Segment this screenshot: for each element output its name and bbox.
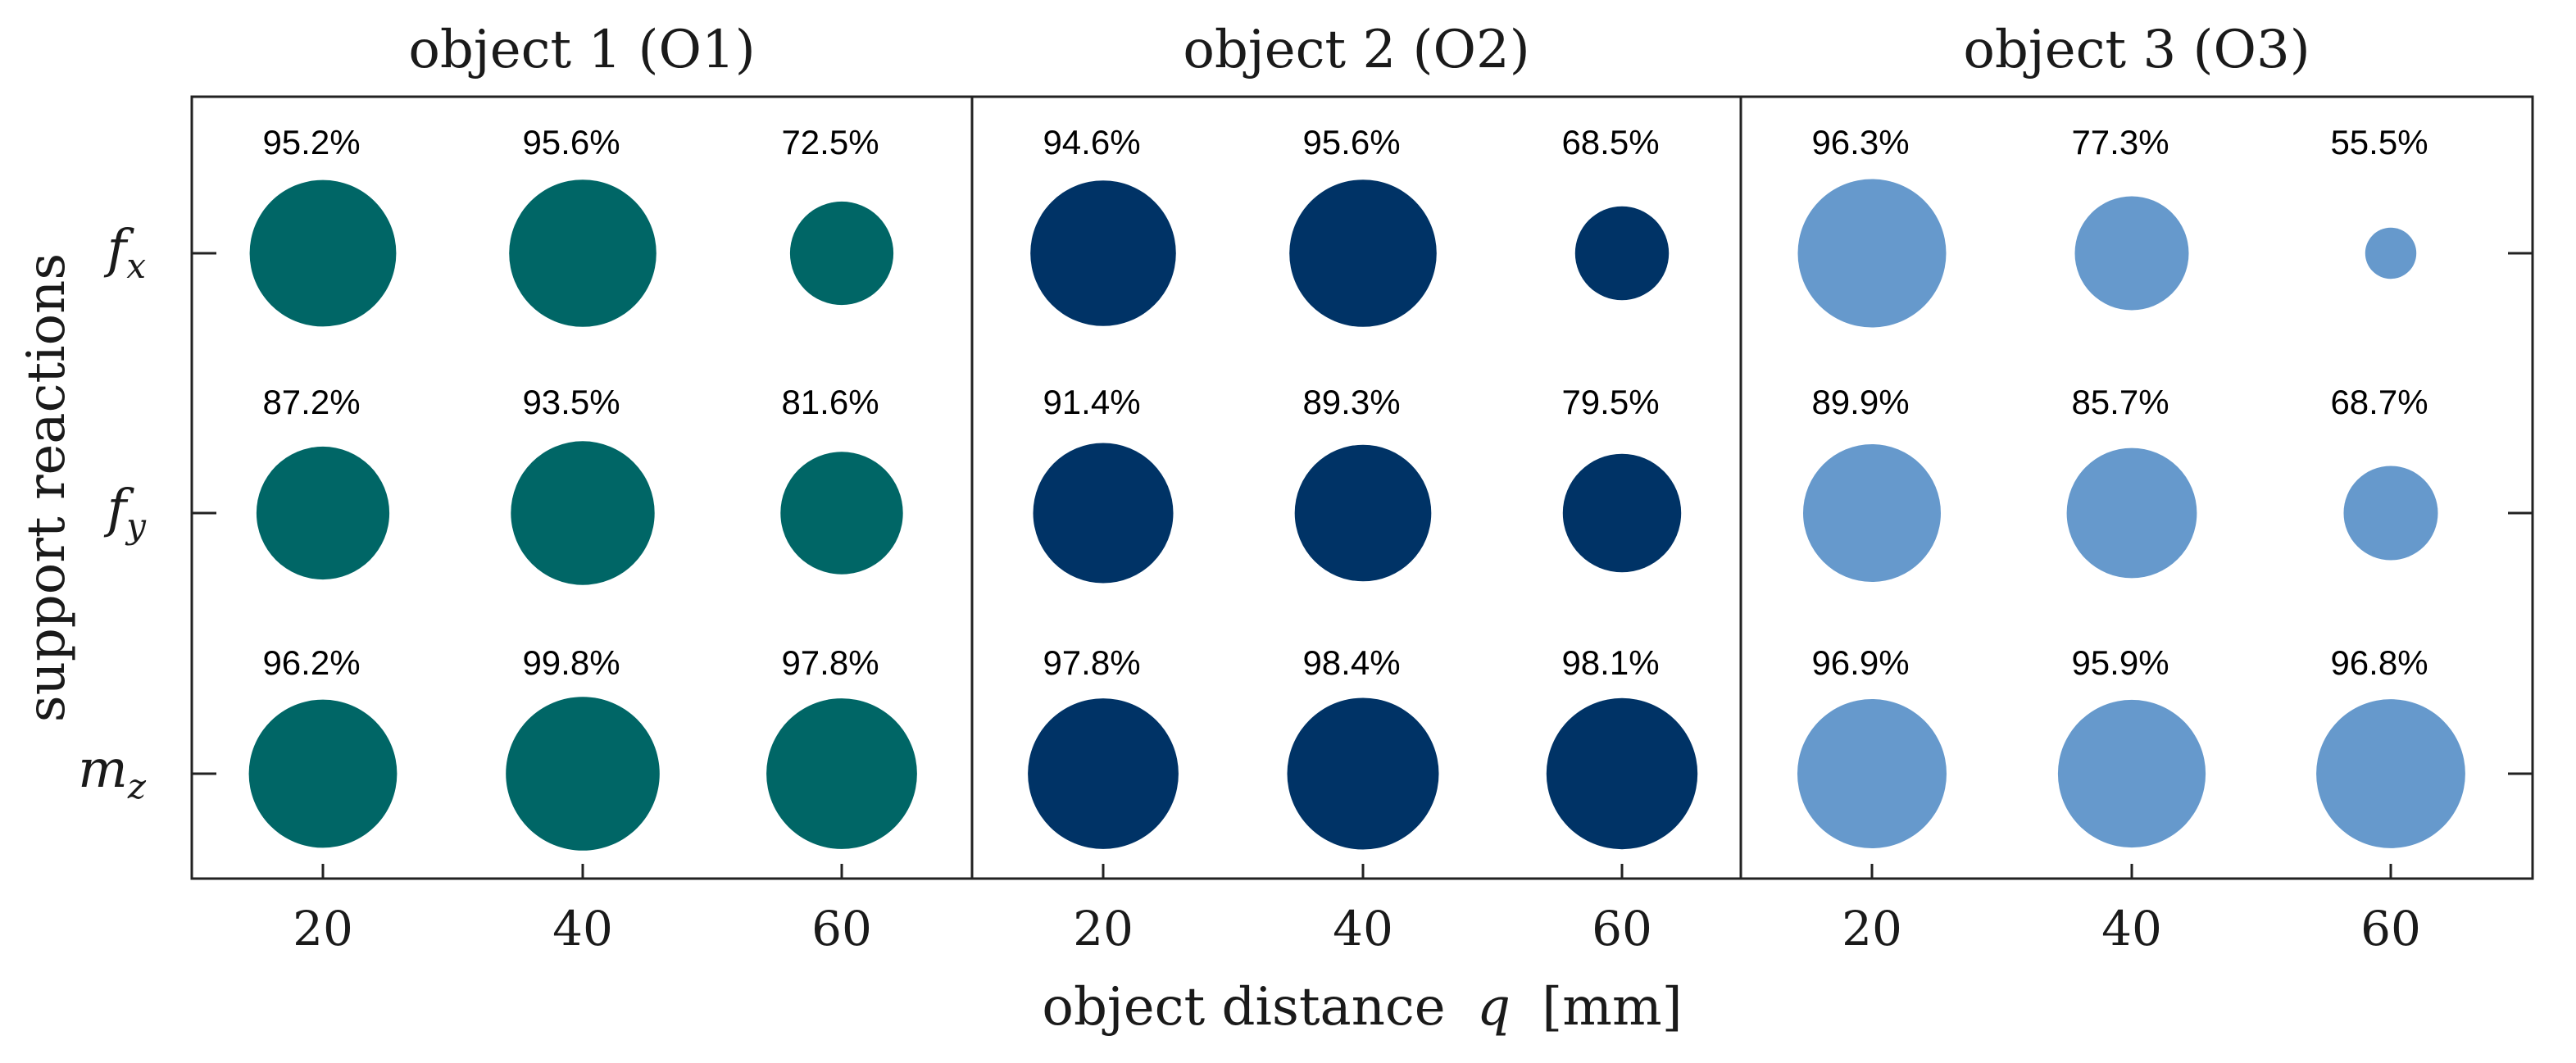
x-tick-label-o3-1: 20 xyxy=(1842,901,1902,956)
value-label-o2-r3-c3: 98.1% xyxy=(1561,643,1659,682)
bubble-o1-r3-c2 xyxy=(506,697,660,851)
value-label-o2-r3-c2: 98.4% xyxy=(1302,643,1400,682)
bubble-o2-r2-c1 xyxy=(1033,443,1174,584)
bubble-o2-r2-c3 xyxy=(1562,453,1682,573)
bubble-o2-r3-c3 xyxy=(1546,697,1698,850)
value-label-o1-r3-c2: 99.8% xyxy=(522,643,620,682)
y-tick-label-base: m xyxy=(78,739,128,800)
y-tick-labels: fx fy mz xyxy=(78,219,147,806)
x-axis-label: object distance q [mm] xyxy=(1042,977,1682,1038)
x-tick-label-o2-2: 40 xyxy=(1333,901,1393,956)
bubble-o1-r3-c1 xyxy=(248,699,398,848)
value-label-o1-r1-c3: 72.5% xyxy=(781,123,879,161)
bubble-o3-r1-c3 xyxy=(2365,227,2417,279)
value-label-o1-r1-c1: 95.2% xyxy=(262,123,360,161)
value-label-o2-r2-c2: 89.3% xyxy=(1302,383,1400,421)
bubble-o3-r2-c3 xyxy=(2343,466,2438,561)
bubbles xyxy=(248,179,2465,851)
percentage-labels: 95.2% 95.6% 72.5% 87.2% 93.5% 81.6% 96.2% 99.8%… xyxy=(262,123,2428,682)
bubble-o3-r1-c1 xyxy=(1797,179,1947,328)
bubble-o2-r3-c1 xyxy=(1028,698,1179,849)
value-label-o2-r1-c3: 68.5% xyxy=(1561,123,1659,161)
bubble-o1-r1-c3 xyxy=(789,201,894,306)
x-tick-labels: 20 40 60 20 40 60 20 40 60 xyxy=(293,901,2421,956)
x-axis-label-unit: [mm] xyxy=(1542,977,1682,1038)
value-label-o3-r3-c2: 95.9% xyxy=(2071,643,2169,682)
value-label-o3-r3-c3: 96.8% xyxy=(2330,643,2428,682)
value-label-o1-r2-c3: 81.6% xyxy=(781,383,879,421)
value-label-o2-r3-c1: 97.8% xyxy=(1043,643,1140,682)
axis-ticks xyxy=(192,252,2533,879)
bubble-o3-r1-c2 xyxy=(2074,196,2189,311)
x-tick-label-o3-3: 60 xyxy=(2360,901,2421,956)
bubble-o3-r3-c1 xyxy=(1797,699,1947,848)
bubble-o1-r3-c3 xyxy=(766,698,917,849)
bubble-o1-r2-c2 xyxy=(511,441,655,585)
panel-title-3: object 3 (O3) xyxy=(1963,20,2310,80)
x-tick-label-o1-2: 40 xyxy=(552,901,613,956)
x-tick-label-o3-2: 40 xyxy=(2101,901,2162,956)
bubble-o1-r2-c1 xyxy=(256,446,390,580)
x-tick-label-o2-3: 60 xyxy=(1592,901,1652,956)
x-tick-label-o1-3: 60 xyxy=(811,901,872,956)
bubble-o2-r1-c2 xyxy=(1289,179,1437,327)
x-tick-label-o1-1: 20 xyxy=(293,901,353,956)
value-label-o3-r1-c3: 55.5% xyxy=(2330,123,2428,161)
value-label-o2-r2-c3: 79.5% xyxy=(1561,383,1659,421)
value-label-o3-r1-c1: 96.3% xyxy=(1811,123,1909,161)
y-tick-label-3: mz xyxy=(78,739,147,806)
panel-titles: object 1 (O1) object 2 (O2) object 3 (O3) xyxy=(408,20,2310,80)
value-label-o3-r3-c1: 96.9% xyxy=(1811,643,1909,682)
value-label-o3-r2-c3: 68.7% xyxy=(2330,383,2428,421)
bubble-o2-r1-c1 xyxy=(1030,180,1176,326)
bubble-o3-r3-c2 xyxy=(2057,699,2206,848)
y-tick-label-2: fy xyxy=(104,479,148,546)
value-label-o1-r2-c2: 93.5% xyxy=(522,383,620,421)
y-tick-label-subscript: z xyxy=(127,766,147,806)
value-label-o1-r3-c3: 97.8% xyxy=(781,643,879,682)
value-label-o3-r2-c2: 85.7% xyxy=(2071,383,2169,421)
value-label-o1-r1-c2: 95.6% xyxy=(522,123,620,161)
panel-title-2: object 2 (O2) xyxy=(1183,20,1529,80)
y-axis-label: support reactions xyxy=(16,253,77,722)
y-tick-label-subscript: x xyxy=(126,246,146,286)
bubble-o2-r1-c3 xyxy=(1574,206,1670,301)
value-label-o1-r3-c1: 96.2% xyxy=(262,643,360,682)
bubble-o2-r2-c2 xyxy=(1294,444,1432,582)
bubble-o1-r1-c1 xyxy=(249,179,397,327)
panel-title-1: object 1 (O1) xyxy=(408,20,755,80)
bubble-o3-r2-c2 xyxy=(2066,447,2197,579)
value-label-o2-r1-c2: 95.6% xyxy=(1302,123,1400,161)
x-axis-label-variable: q xyxy=(1477,977,1511,1038)
value-label-o2-r2-c1: 91.4% xyxy=(1043,383,1140,421)
x-tick-label-o2-1: 20 xyxy=(1073,901,1134,956)
value-label-o3-r2-c1: 89.9% xyxy=(1811,383,1909,421)
value-label-o3-r1-c2: 77.3% xyxy=(2071,123,2169,161)
value-label-o2-r1-c1: 94.6% xyxy=(1043,123,1140,161)
bubble-o2-r3-c2 xyxy=(1287,697,1439,850)
bubble-o3-r3-c3 xyxy=(2316,699,2465,848)
y-tick-label-subscript: y xyxy=(125,506,147,546)
bubble-o3-r2-c1 xyxy=(1803,444,1941,582)
y-tick-label-1: fx xyxy=(104,219,147,286)
bubble-o1-r1-c2 xyxy=(509,179,656,327)
bubble-o1-r2-c3 xyxy=(780,452,903,575)
value-label-o1-r2-c1: 87.2% xyxy=(262,383,360,421)
x-axis-label-text: object distance xyxy=(1042,977,1445,1038)
